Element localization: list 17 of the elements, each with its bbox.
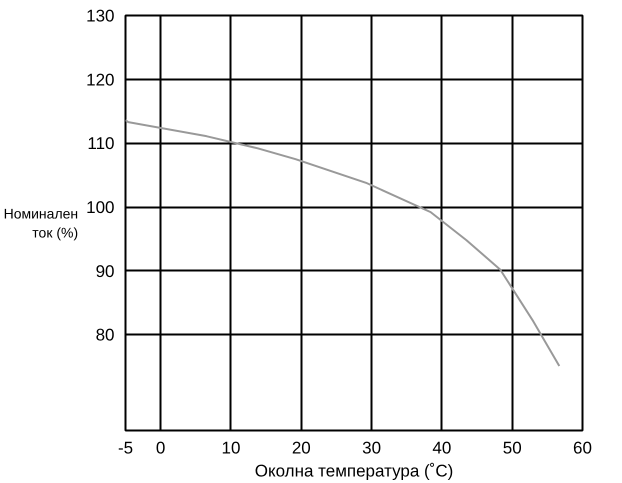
x-tick-label: -5 bbox=[118, 438, 134, 458]
x-tick-label: 0 bbox=[156, 438, 166, 458]
x-axis-title: Околна температура (˚C) bbox=[254, 462, 454, 480]
x-tick-label: 10 bbox=[222, 438, 240, 458]
y-tick-label: 120 bbox=[86, 70, 115, 90]
x-tick-label: 50 bbox=[502, 438, 522, 458]
y-tick-label: 90 bbox=[96, 262, 115, 281]
y-axis-title: Номинален ток (%) bbox=[4, 205, 78, 241]
y-tick-label: 80 bbox=[96, 326, 115, 345]
x-tick-label: 40 bbox=[432, 438, 452, 458]
y-tick-label: 130 bbox=[86, 6, 115, 26]
line-series bbox=[126, 119, 560, 368]
x-tick-label: 20 bbox=[292, 438, 311, 458]
x-tick-label: 60 bbox=[573, 438, 592, 458]
y-tick-label: 100 bbox=[86, 198, 115, 218]
y-tick-label: 110 bbox=[87, 134, 115, 154]
x-tick-label: 30 bbox=[362, 438, 382, 458]
